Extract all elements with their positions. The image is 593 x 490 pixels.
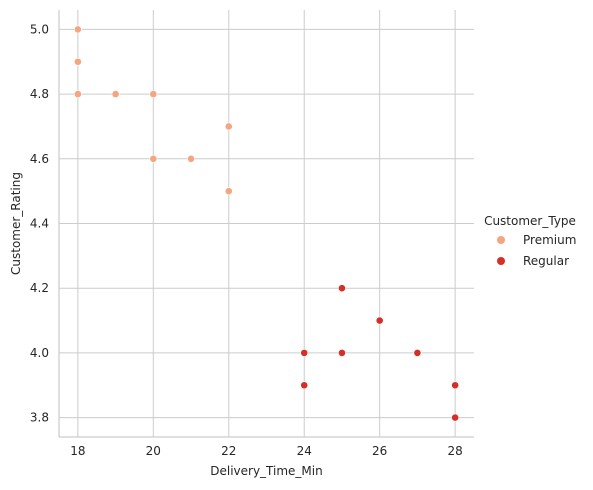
y-axis-label: Customer_Rating xyxy=(9,172,23,275)
x-tick-label: 22 xyxy=(221,444,236,458)
data-point-regular xyxy=(413,348,422,357)
y-tick-label: 4.0 xyxy=(30,346,49,360)
legend-marker-regular xyxy=(497,257,505,265)
data-point-regular xyxy=(300,348,309,357)
x-tick-label: 26 xyxy=(372,444,387,458)
legend-title: Customer_Type xyxy=(484,214,576,228)
y-tick-label: 4.4 xyxy=(30,217,49,231)
data-point-regular xyxy=(451,413,460,422)
y-tick-label: 4.6 xyxy=(30,152,49,166)
x-axis-label: Delivery_Time_Min xyxy=(210,464,322,478)
x-tick-labels: 18 20 22 24 26 28 xyxy=(70,444,463,458)
data-points xyxy=(73,25,460,422)
legend-marker-premium xyxy=(497,236,505,244)
data-point-regular xyxy=(338,284,346,293)
data-point-regular xyxy=(338,348,346,357)
data-point-premium xyxy=(224,187,233,196)
x-tick-label: 24 xyxy=(297,444,312,458)
x-tick-label: 18 xyxy=(70,444,85,458)
data-point-premium xyxy=(73,25,82,34)
legend: Customer_Type Premium Regular xyxy=(484,214,576,268)
data-point-regular xyxy=(375,316,384,325)
data-point-premium xyxy=(149,90,158,99)
data-point-regular xyxy=(300,381,309,390)
data-point-regular xyxy=(451,381,460,390)
x-tick-label: 28 xyxy=(447,444,462,458)
y-tick-label: 5.0 xyxy=(30,22,49,36)
data-point-premium xyxy=(111,90,120,99)
legend-items: Premium Regular xyxy=(497,233,576,268)
axis-spines xyxy=(58,10,474,438)
grid-lines xyxy=(59,10,474,437)
x-tick-label: 20 xyxy=(146,444,161,458)
y-tick-label: 3.8 xyxy=(30,411,49,425)
y-tick-labels: 3.8 4.0 4.2 4.4 4.6 4.8 5.0 xyxy=(30,22,49,424)
legend-label-premium: Premium xyxy=(523,233,576,247)
y-tick-label: 4.8 xyxy=(30,87,49,101)
data-point-premium xyxy=(73,57,82,66)
data-point-premium xyxy=(149,154,158,163)
legend-label-regular: Regular xyxy=(523,254,569,268)
data-point-premium xyxy=(73,90,82,99)
data-point-premium xyxy=(224,122,233,131)
y-tick-label: 4.2 xyxy=(30,281,49,295)
data-point-premium xyxy=(187,154,195,163)
